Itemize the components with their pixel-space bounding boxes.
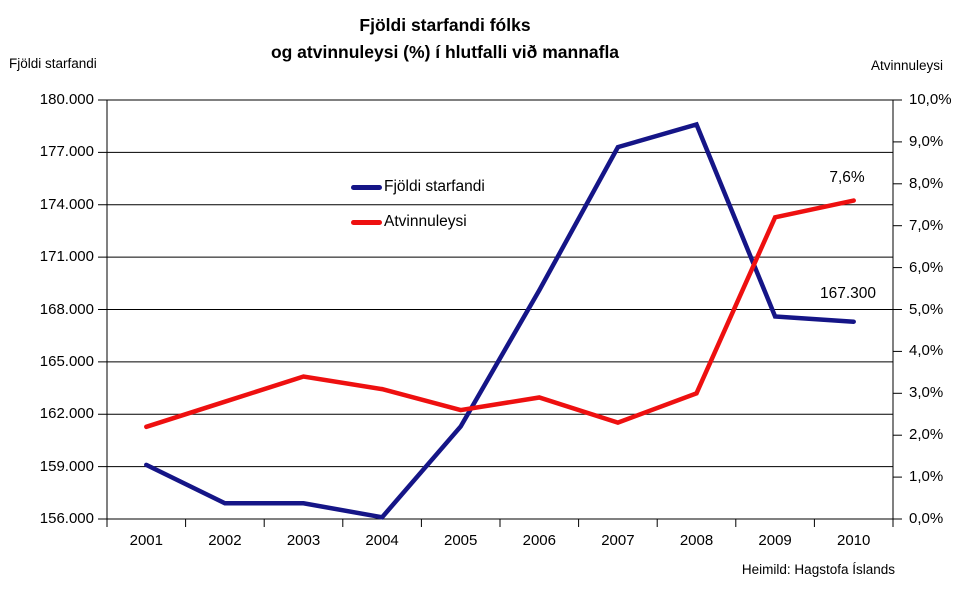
right-axis-tick-label: 0,0%: [909, 510, 944, 527]
right-axis-title: Atvinnuleysi: [871, 58, 944, 73]
left-axis-tick-label: 171.000: [39, 248, 94, 266]
source-note: Heimild: Hagstofa Íslands: [741, 562, 895, 577]
x-axis-category-label: 2004: [365, 532, 399, 549]
chart-title-line2: og atvinnuleysi (%) í hlutfalli við mann…: [270, 42, 620, 62]
left-axis-tick-label: 168.000: [39, 300, 94, 318]
left-axis-tick-label: 177.000: [39, 143, 94, 161]
x-axis-category-label: 2007: [601, 532, 635, 549]
left-axis-tick-label: 156.000: [39, 510, 94, 527]
legend-item-fjoldi-starfandi: Fjöldi starfandi: [351, 178, 485, 196]
right-axis-tick-label: 9,0%: [909, 132, 944, 150]
chart-title: Fjöldi starfandi fólks og atvinnuleysi (…: [0, 12, 890, 66]
x-axis-category-label: 2005: [444, 532, 478, 549]
x-axis-category-label: 2006: [522, 532, 556, 549]
left-axis-title: Fjöldi starfandi: [9, 56, 97, 71]
left-axis-tick-label: 159.000: [39, 457, 94, 475]
x-axis-category-label: 2008: [679, 532, 714, 549]
x-axis-category-label: 2001: [129, 532, 163, 549]
x-axis-category-label: 2009: [758, 532, 792, 549]
right-axis-tick-label: 4,0%: [909, 342, 944, 360]
left-axis-tick-label: 165.000: [39, 352, 94, 370]
left-axis-tick-label: 162.000: [39, 405, 94, 423]
series-line-atvinnuleysi: [144, 198, 856, 430]
legend-label: Fjöldi starfandi: [384, 178, 485, 195]
annotation-unemployment-last-value: 7,6%: [829, 169, 865, 186]
legend-item-atvinnuleysi: Atvinnuleysi: [351, 213, 467, 231]
legend-label: Atvinnuleysi: [384, 213, 467, 230]
legend-swatch-blue-line: [351, 184, 382, 190]
x-axis-category-label: 2010: [837, 532, 871, 549]
x-axis-category-label: 2002: [208, 532, 242, 549]
left-axis-tick-label: 180.000: [39, 91, 94, 108]
chart-title-line1: Fjöldi starfandi fólks: [359, 15, 531, 35]
right-axis-tick-label: 1,0%: [909, 468, 944, 486]
right-axis-tick-label: 2,0%: [909, 426, 944, 444]
right-axis-tick-label: 6,0%: [909, 258, 944, 276]
right-axis-tick-label: 7,0%: [909, 216, 944, 234]
series-line-fjöldi-starfandi: [144, 121, 856, 520]
legend-swatch-red-line: [351, 219, 382, 225]
right-axis-tick-label: 10,0%: [909, 91, 952, 108]
right-axis-tick-label: 8,0%: [909, 174, 944, 192]
right-axis-tick-label: 5,0%: [909, 300, 944, 318]
x-axis-category-label: 2003: [286, 532, 321, 549]
left-axis-tick-label: 174.000: [39, 195, 94, 213]
annotation-employed-last-value: 167.300: [819, 285, 877, 302]
right-axis-tick-label: 3,0%: [909, 384, 944, 402]
